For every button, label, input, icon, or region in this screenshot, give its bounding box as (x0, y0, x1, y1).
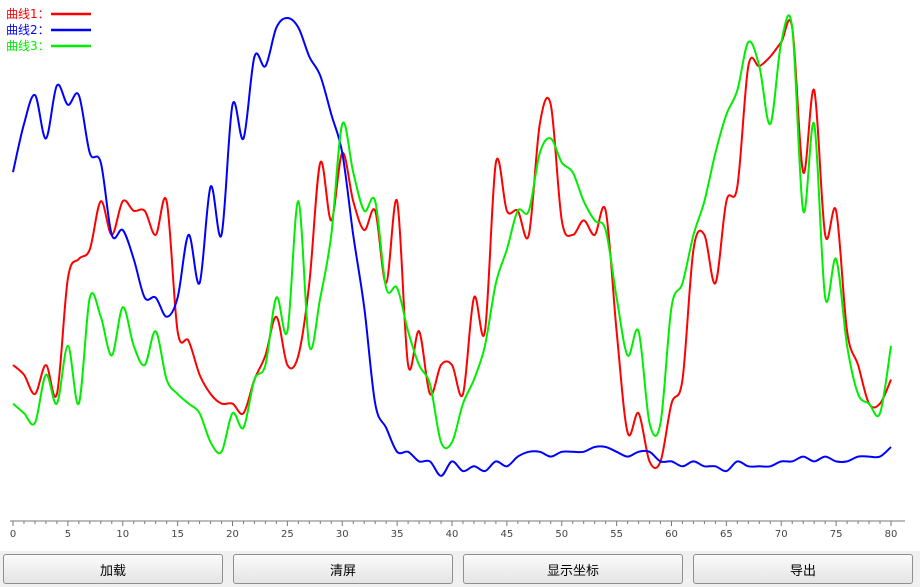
button-bar: 加载 清屏 显示坐标 导出 (0, 551, 920, 587)
x-tick-label: 30 (336, 529, 349, 540)
series-line-2 (12, 17, 892, 477)
x-tick-label: 5 (65, 529, 71, 540)
x-tick-label: 15 (171, 529, 184, 540)
legend-label-1: 曲线1： (6, 7, 50, 21)
x-tick-label: 65 (720, 529, 733, 540)
x-tick-label: 75 (830, 529, 843, 540)
chart-area: 0 5 10 15 20 25 30 35 40 45 50 55 60 65 70 75 80 曲线1： 曲线2… (0, 0, 920, 551)
x-tick-label: 20 (226, 529, 239, 540)
x-tick-label: 40 (446, 529, 459, 540)
x-tick-label: 80 (885, 529, 898, 540)
legend-label-3: 曲线3： (6, 39, 50, 53)
load-button[interactable]: 加载 (3, 554, 223, 584)
clear-screen-button[interactable]: 清屏 (233, 554, 453, 584)
x-tick-label: 35 (391, 529, 404, 540)
x-tick-label: 25 (281, 529, 294, 540)
x-tick-label: 50 (555, 529, 568, 540)
line-chart: 0 5 10 15 20 25 30 35 40 45 50 55 60 65 70 75 80 曲线1： 曲线2… (6, 7, 905, 540)
x-tick-label: 45 (501, 529, 514, 540)
x-tick-label: 10 (116, 529, 129, 540)
x-tick-label: 0 (10, 529, 16, 540)
show-coordinates-button[interactable]: 显示坐标 (463, 554, 683, 584)
series-line-1 (12, 19, 892, 470)
x-tick-label: 55 (610, 529, 623, 540)
series-line-3 (12, 14, 892, 455)
x-tick-label: 60 (665, 529, 678, 540)
export-button[interactable]: 导出 (693, 554, 913, 584)
x-tick-label: 70 (775, 529, 788, 540)
legend-label-2: 曲线2： (6, 23, 50, 37)
